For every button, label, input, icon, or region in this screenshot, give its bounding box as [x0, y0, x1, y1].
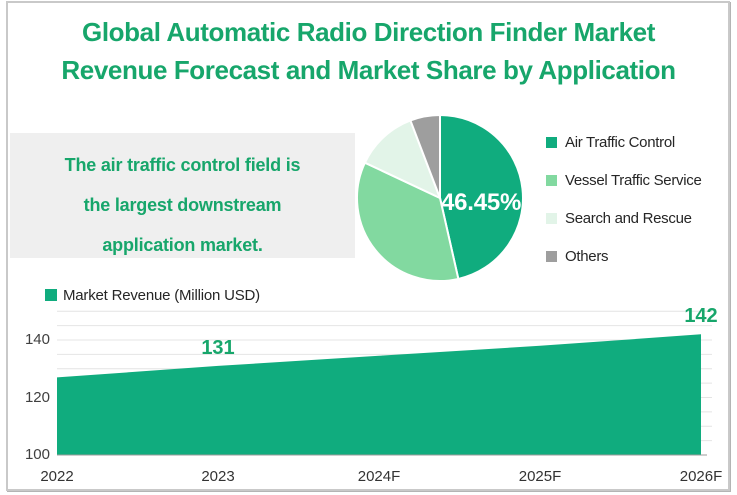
- pie-data-label: 46.45%: [441, 189, 522, 216]
- pie-slice-others: [409, 114, 441, 199]
- revenue-area-series: [57, 334, 701, 455]
- legend-label: Others: [565, 247, 609, 265]
- pie-slice-vessel-traffic-service: [356, 161, 460, 282]
- title-line-1: Global Automatic Radio Direction Finder …: [82, 17, 655, 47]
- pie-slice-search-and-rescue: [363, 119, 441, 199]
- revenue-legend-label: Market Revenue (Million USD): [63, 286, 260, 304]
- legend-label: Search and Rescue: [565, 209, 692, 227]
- x-tick-label: 2022: [40, 468, 74, 485]
- revenue-legend: Market Revenue (Million USD): [45, 286, 260, 304]
- callout-line-2: the largest downstream: [83, 195, 282, 215]
- x-tick-label: 2026F: [679, 468, 723, 485]
- callout-line-3: application market.: [102, 235, 263, 255]
- legend-swatch-icon: [546, 250, 557, 262]
- pie-slice-air-traffic-control: [439, 114, 524, 280]
- page-title: Global Automatic Radio Direction Finder …: [0, 13, 737, 89]
- legend-label: Vessel Traffic Service: [565, 171, 702, 189]
- x-tick-label: 2023: [201, 468, 235, 485]
- legend-item-others: Others: [546, 237, 732, 275]
- area-chart-canvas: [57, 310, 712, 456]
- legend-swatch-icon: [546, 136, 557, 148]
- y-tick-label: 140: [24, 331, 50, 348]
- x-tick-label: 2025F: [518, 468, 562, 485]
- legend-swatch-icon: [546, 174, 557, 186]
- title-line-2: Revenue Forecast and Market Share by App…: [61, 55, 676, 85]
- y-tick-label: 100: [24, 446, 50, 463]
- legend-swatch-icon: [546, 212, 557, 224]
- legend-label: Air Traffic Control: [565, 133, 675, 151]
- x-tick-label: 2024F: [357, 468, 401, 485]
- revenue-area-chart: 100 120 140 2022 2023 2024F 2025F 2026F 131 142: [0, 280, 737, 495]
- pie-chart: [356, 114, 524, 282]
- callout-box: The air traffic control field is the lar…: [10, 133, 355, 258]
- revenue-legend-swatch-icon: [45, 289, 57, 301]
- legend-item-vessel-traffic-service: Vessel Traffic Service: [546, 161, 732, 199]
- callout-line-1: The air traffic control field is: [64, 155, 301, 175]
- legend-item-search-and-rescue: Search and Rescue: [546, 199, 732, 237]
- y-tick-label: 120: [24, 388, 50, 406]
- legend-item-air-traffic-control: Air Traffic Control: [546, 123, 732, 161]
- data-point-label: 142: [684, 305, 718, 328]
- data-point-label: 131: [201, 336, 235, 359]
- pie-legend: Air Traffic Control Vessel Traffic Servi…: [546, 123, 732, 275]
